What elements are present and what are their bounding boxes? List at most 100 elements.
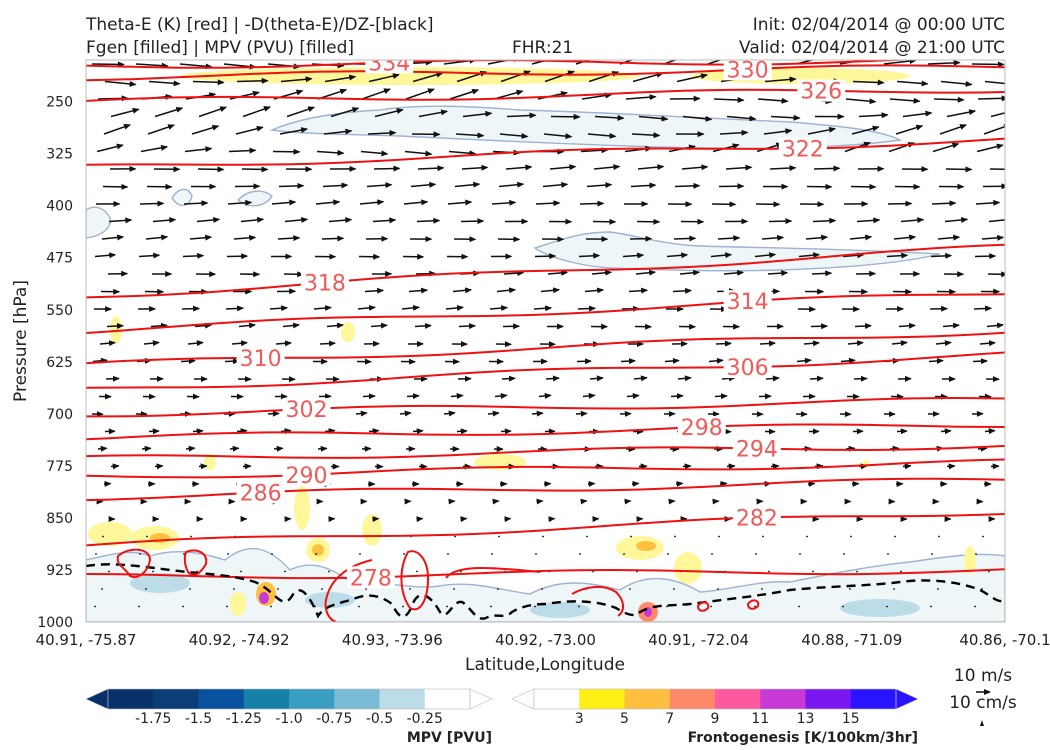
wind-vector xyxy=(842,605,844,608)
y-tick-label: 775 xyxy=(46,459,73,475)
wind-vector xyxy=(719,129,749,136)
wind-vector xyxy=(672,287,693,294)
wind-vector xyxy=(154,463,164,470)
wind-vector xyxy=(97,445,108,452)
wind-vector xyxy=(412,428,424,435)
wind-vector xyxy=(505,164,533,171)
theta-e-label: 330 xyxy=(727,58,769,83)
theta-e-contour xyxy=(86,243,1005,299)
wind-vector xyxy=(984,80,1005,85)
x-tick-label: 40.92, -73.00 xyxy=(495,631,596,649)
mpv-region xyxy=(130,573,190,593)
wind-vector xyxy=(582,392,596,399)
wind-vector xyxy=(850,535,852,538)
x-axis: 40.91, -75.87 40.92, -74.92 40.93, -73.96 4… xyxy=(36,631,1050,675)
wind-vector xyxy=(460,516,468,523)
wind-vector xyxy=(813,165,841,172)
wind-vector xyxy=(443,410,456,417)
wind-vector xyxy=(983,123,1005,135)
wind-vector xyxy=(900,570,902,573)
fgen-colorbar-outline xyxy=(533,688,897,710)
wind-vector xyxy=(330,107,360,118)
wind-vector xyxy=(317,445,328,452)
theta-e-contour-layer xyxy=(86,60,1005,580)
wind-vector xyxy=(91,61,125,68)
theta-e-label: 282 xyxy=(736,506,778,531)
theta-e-cell xyxy=(183,549,208,576)
theta-e-label-bg xyxy=(677,415,726,438)
wind-vector xyxy=(726,115,757,122)
wind-vector xyxy=(180,358,196,365)
wind-vector xyxy=(889,97,921,104)
y-tick-label: 925 xyxy=(46,563,73,579)
wind-vector xyxy=(286,106,316,118)
wind-vector xyxy=(586,535,588,538)
wind-vector xyxy=(192,79,225,86)
wind-vector xyxy=(900,217,925,224)
theta-e-contour xyxy=(86,64,1005,82)
wind-vector xyxy=(707,60,723,65)
wind-vector xyxy=(591,269,613,276)
fgen-region xyxy=(341,322,355,342)
theta-e-label: 334 xyxy=(368,51,410,76)
wind-vector xyxy=(535,200,561,207)
wind-vector xyxy=(492,498,500,505)
wind-vector xyxy=(717,235,741,242)
wind-vector xyxy=(494,392,508,399)
theta-e-label-bg xyxy=(236,346,285,369)
wind-vector xyxy=(267,410,280,417)
wind-vector xyxy=(847,340,864,347)
wind-vector xyxy=(840,357,856,364)
wind-vector xyxy=(187,340,204,347)
x-tick-label: 40.92, -74.92 xyxy=(189,631,290,649)
wind-vector xyxy=(448,150,477,157)
wind-vector xyxy=(405,88,435,100)
wind-vector xyxy=(416,570,418,573)
fgen-colorbar-ticks: 3 5 7 9 11 13 15 xyxy=(575,711,860,727)
y-tick-label: 625 xyxy=(46,355,73,371)
mpv-region xyxy=(305,592,355,608)
wind-vector xyxy=(854,323,872,329)
wind-vector xyxy=(981,234,1005,241)
y-tick-label: 850 xyxy=(46,511,73,527)
wind-vector xyxy=(940,80,973,87)
wind-vector xyxy=(542,535,544,538)
wind-vector xyxy=(668,498,676,505)
theta-e-contour xyxy=(86,423,1005,441)
stability-contour xyxy=(86,563,1005,620)
fgen-colorbar-swatch xyxy=(805,689,852,709)
mpv-colorbar-label: MPV [PVU] xyxy=(407,730,492,746)
wind-vector xyxy=(328,570,330,573)
wind-vector xyxy=(674,182,701,189)
wind-vector xyxy=(542,181,569,188)
wind-vector xyxy=(321,235,345,242)
wind-vector xyxy=(99,340,116,347)
wind-vector xyxy=(101,234,125,241)
theta-e-label-bg xyxy=(300,271,349,294)
wind-vector xyxy=(531,60,564,65)
wind-vector xyxy=(275,340,292,347)
wind-vector xyxy=(403,553,405,555)
wind-vector xyxy=(360,150,389,157)
wind-vector xyxy=(843,553,845,555)
theta-e-cell xyxy=(746,599,760,610)
theta-e-contour xyxy=(86,444,1005,459)
wind-vector xyxy=(418,109,449,118)
wind-vector xyxy=(587,480,596,487)
theta-e-label: 298 xyxy=(681,416,723,441)
theta-e-contour xyxy=(86,88,1005,102)
mpv-colorbar-tick: -1.5 xyxy=(185,711,212,727)
wind-vector xyxy=(315,199,341,206)
theta-e-contour xyxy=(86,351,1005,389)
wind-vector xyxy=(143,340,160,347)
wind-vector xyxy=(372,217,397,224)
wind-vector xyxy=(152,217,177,224)
wind-vector xyxy=(975,553,977,555)
fgen-colorbar-extend-high xyxy=(895,688,919,710)
wind-vector xyxy=(543,133,573,140)
wind-vector xyxy=(626,393,640,399)
wind-vector xyxy=(798,252,821,259)
